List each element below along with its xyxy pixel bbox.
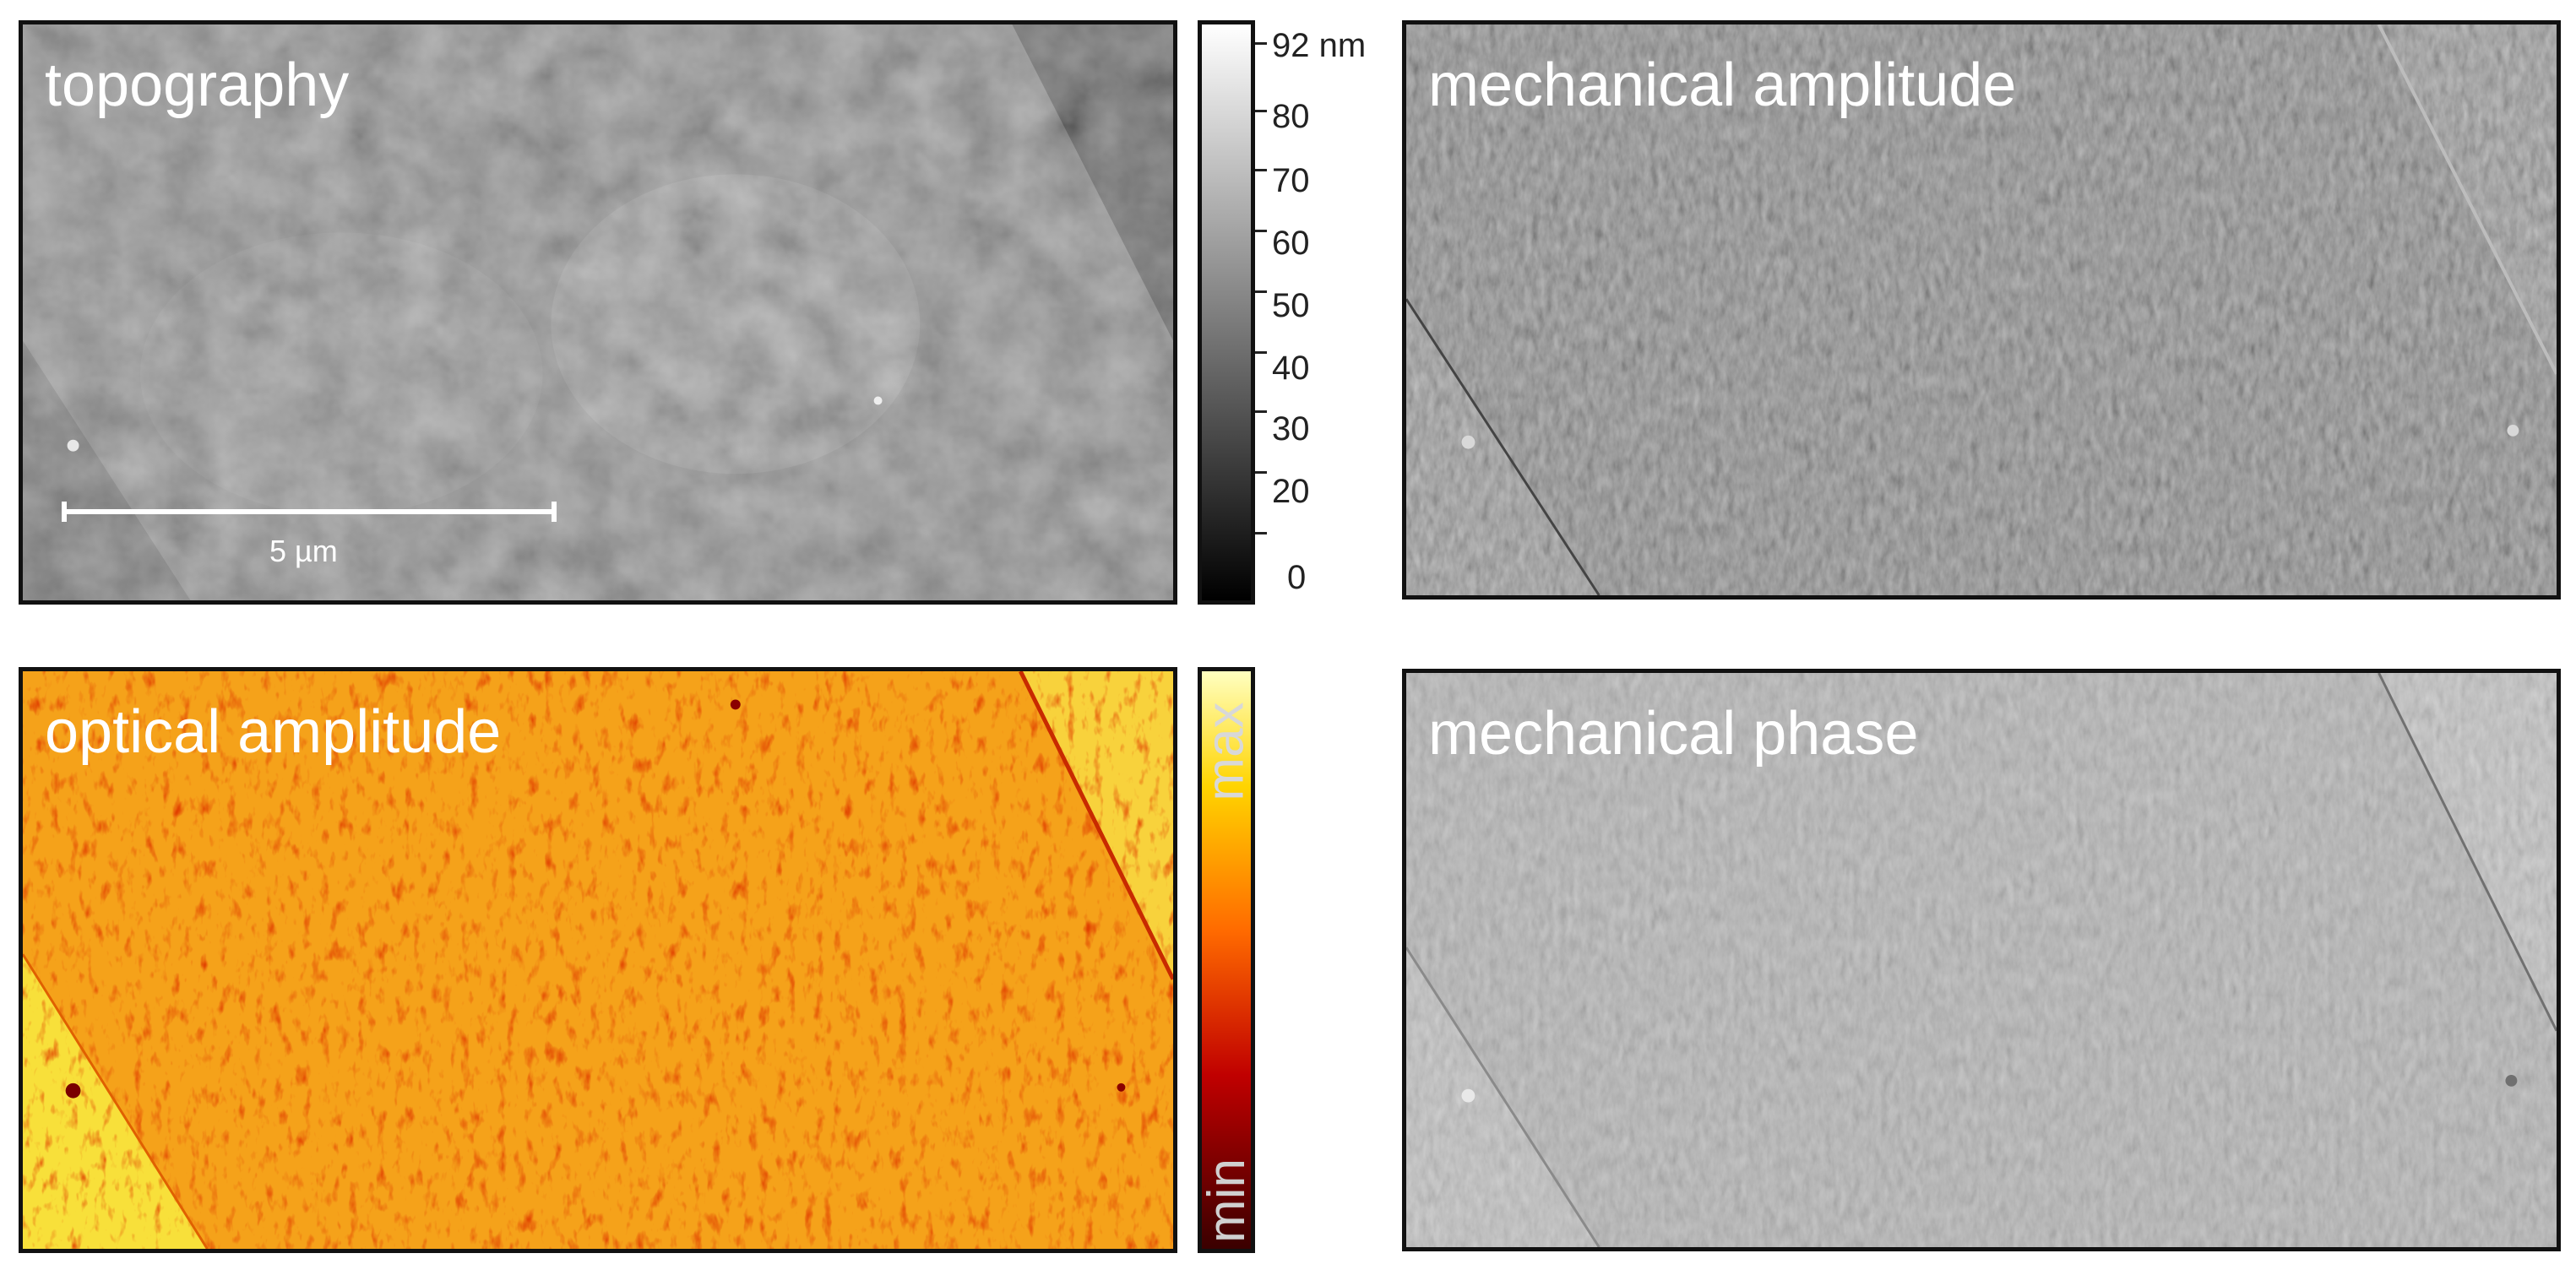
mechanical-phase-image — [1406, 673, 2557, 1247]
topography-panel: topography 5 µm — [19, 20, 1177, 605]
optical-colorbar-max-label: max — [1196, 702, 1255, 801]
mechanical-phase-panel: mechanical phase — [1402, 669, 2561, 1251]
height-colorbar — [1198, 20, 1255, 605]
height-tick-80: 80 — [1272, 98, 1310, 135]
mechanical-amplitude-image — [1406, 24, 2557, 595]
height-tick-60: 60 — [1272, 225, 1310, 262]
optical-amplitude-label: optical amplitude — [45, 698, 502, 766]
topography-image — [23, 24, 1173, 600]
height-tick-20: 20 — [1272, 473, 1310, 510]
scale-bar — [62, 502, 557, 522]
scale-bar-label: 5 µm — [269, 534, 338, 568]
height-tick-0: 0 — [1287, 559, 1307, 596]
height-tick-40: 40 — [1272, 350, 1310, 387]
height-tick-30: 30 — [1272, 410, 1310, 448]
height-tick-50: 50 — [1272, 287, 1310, 324]
optical-colorbar-min-label: min — [1197, 1158, 1256, 1243]
height-tick-92: 92 nm — [1272, 27, 1367, 64]
topography-label: topography — [45, 52, 350, 119]
optical-amplitude-panel: optical amplitude — [19, 667, 1177, 1253]
optical-colorbar: max min — [1196, 667, 1256, 1253]
mechanical-phase-label: mechanical phase — [1428, 700, 1919, 768]
optical-amplitude-image — [23, 671, 1173, 1249]
mechanical-amplitude-label: mechanical amplitude — [1428, 52, 2017, 119]
height-tick-70: 70 — [1272, 162, 1310, 199]
mechanical-amplitude-panel: mechanical amplitude — [1402, 20, 2561, 600]
